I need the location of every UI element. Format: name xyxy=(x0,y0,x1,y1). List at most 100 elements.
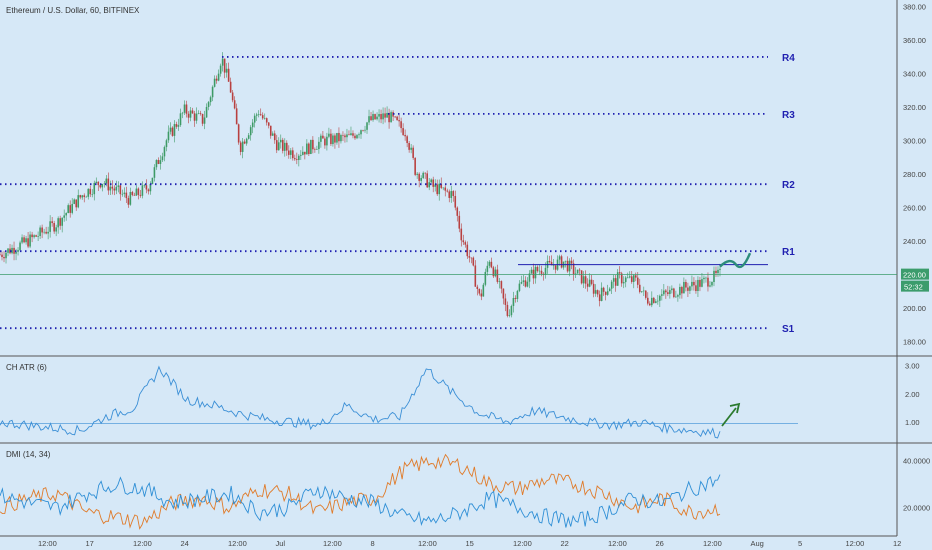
candle-body xyxy=(277,142,280,151)
candle-body xyxy=(695,285,697,292)
candle-body xyxy=(624,277,627,283)
candle-body xyxy=(657,300,659,302)
candle-body xyxy=(578,269,581,271)
candle-body xyxy=(390,112,392,123)
candle-body xyxy=(538,270,541,272)
candle-body xyxy=(689,286,691,291)
candle-body xyxy=(496,269,499,282)
candle-body xyxy=(324,138,326,146)
candle-body xyxy=(675,296,677,298)
candle-body xyxy=(544,267,547,275)
candle-body xyxy=(466,244,469,257)
candle-body xyxy=(81,195,84,198)
candle-body xyxy=(229,81,232,93)
candle-body xyxy=(227,68,230,82)
candle-body xyxy=(679,286,681,296)
candle-body xyxy=(141,185,144,196)
candle-body xyxy=(245,138,248,144)
candle-body xyxy=(532,269,535,279)
candle-body xyxy=(719,268,721,270)
candle-body xyxy=(616,272,619,286)
candle-body xyxy=(604,291,607,295)
candle-body xyxy=(564,260,567,262)
candle-body xyxy=(528,273,531,282)
candle-body xyxy=(677,295,679,297)
atr-series xyxy=(0,365,721,439)
candle-body xyxy=(628,276,631,278)
candle-body xyxy=(243,141,246,144)
candle-body xyxy=(422,172,424,178)
candle-body xyxy=(663,290,665,295)
candle-body xyxy=(667,292,669,294)
candle-body xyxy=(356,135,358,139)
candle-body xyxy=(687,287,689,291)
candle-body xyxy=(586,283,589,287)
candle-body xyxy=(416,173,418,175)
candle-body xyxy=(715,270,717,274)
candle-body xyxy=(693,281,695,286)
candle-body xyxy=(322,135,324,139)
atr-arrow-head xyxy=(729,402,741,414)
candle-body xyxy=(15,251,17,254)
candle-body xyxy=(380,114,382,120)
candle-body xyxy=(338,132,340,142)
candle-body xyxy=(115,186,118,191)
candle-body xyxy=(3,256,5,259)
candle-body xyxy=(131,191,134,195)
candle-body xyxy=(701,279,703,287)
candle-body xyxy=(269,125,272,136)
candle-body xyxy=(13,247,15,254)
level-label-r1: R1 xyxy=(782,247,795,258)
candle-body xyxy=(460,228,463,241)
candle-body xyxy=(622,282,625,284)
candle-body xyxy=(288,150,290,155)
candle-body xyxy=(231,92,234,101)
candle-body xyxy=(29,234,31,247)
candle-body xyxy=(251,122,254,128)
candle-body xyxy=(472,257,475,266)
candle-body xyxy=(179,113,182,126)
price-tick-label: 360.00 xyxy=(903,36,926,45)
candle-body xyxy=(89,188,92,195)
candle-body xyxy=(199,113,202,114)
candle-body xyxy=(482,284,485,297)
candle-body xyxy=(25,238,27,243)
candle-body xyxy=(73,199,76,204)
candle-body xyxy=(384,113,386,118)
candle-body xyxy=(490,261,493,268)
candle-body xyxy=(444,187,447,191)
candle-body xyxy=(117,185,120,187)
price-tick-label: 260.00 xyxy=(903,204,926,213)
candle-body xyxy=(420,177,422,181)
candle-body xyxy=(207,102,210,107)
candle-body xyxy=(159,160,162,164)
candle-body xyxy=(257,114,260,115)
candle-body xyxy=(292,150,294,159)
price-tick-label: 340.00 xyxy=(903,70,926,79)
candle-body xyxy=(410,147,412,150)
candle-body xyxy=(474,265,477,287)
level-label-s1: S1 xyxy=(782,324,795,335)
candle-body xyxy=(308,143,310,154)
candle-body xyxy=(374,114,376,120)
candle-body xyxy=(37,236,39,237)
countdown-value: 52:32 xyxy=(904,283,923,292)
candle-body xyxy=(59,218,61,226)
candle-body xyxy=(346,134,348,138)
candle-body xyxy=(458,215,461,229)
candle-body xyxy=(526,281,529,287)
candle-body xyxy=(294,158,296,160)
candle-body xyxy=(500,281,503,289)
candle-body xyxy=(326,136,328,146)
candle-body xyxy=(83,195,86,198)
candle-body xyxy=(478,288,481,294)
candle-body xyxy=(330,133,332,145)
candle-body xyxy=(105,178,108,184)
candle-body xyxy=(85,196,88,198)
candle-body xyxy=(35,235,37,237)
candle-body xyxy=(253,115,256,123)
candle-body xyxy=(646,297,649,304)
candle-body xyxy=(215,78,218,81)
price-projection-arrow xyxy=(719,252,752,269)
